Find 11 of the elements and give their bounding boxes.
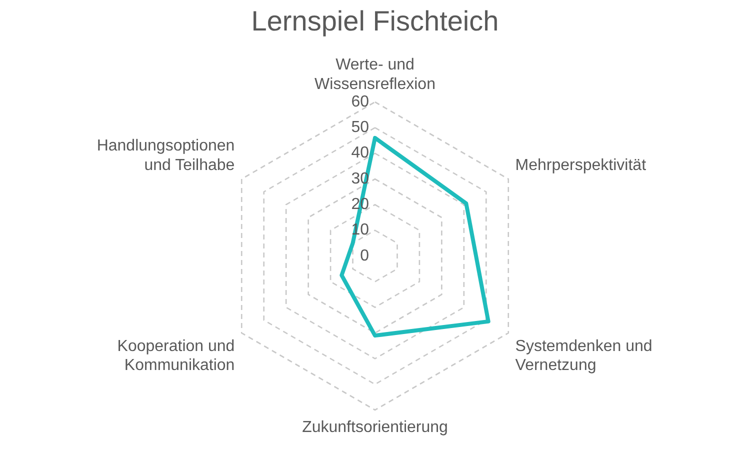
chart-title: Lernspiel Fischteich [251,6,499,37]
y-tick-label: 50 [351,119,370,136]
y-tick-label: 40 [351,144,370,162]
y-tick-label: 60 [351,93,370,110]
spoke-label: Werte- und Wissensreflexion [314,56,436,93]
spoke-label: Zukunftsorientierung [302,419,448,436]
spoke-label: Handlungsoptionen und Teilhabe [96,138,235,174]
y-tick-label: 0 [360,247,370,264]
spoke-label: Mehrperspektivität [515,156,647,174]
spoke-label: Kooperation und Kommunikation [117,338,235,374]
spoke-label: Systemdenken und Vernetzung [515,338,652,374]
